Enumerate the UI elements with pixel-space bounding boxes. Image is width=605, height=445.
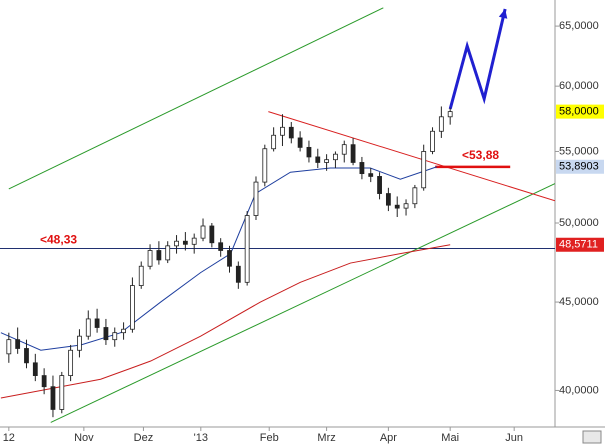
price-tag-label: 58,0000 — [559, 106, 599, 118]
candle-body — [59, 375, 65, 410]
x-tick-label: Dez — [134, 432, 154, 444]
candle-body — [280, 126, 285, 136]
candle-body — [103, 327, 109, 341]
candle-body — [147, 250, 153, 267]
candle-body — [209, 225, 215, 244]
candle-body — [306, 146, 312, 158]
candle-body — [15, 339, 21, 349]
trend-line — [268, 111, 555, 202]
price-tag — [556, 104, 604, 119]
candle-body — [235, 265, 241, 283]
price-tag — [556, 159, 604, 174]
level-label: <53,88 — [462, 148, 499, 162]
candle-body — [24, 348, 29, 364]
x-tick-label: Mai — [441, 432, 459, 444]
candle-body — [412, 187, 418, 205]
arrow-head — [498, 8, 508, 19]
candle-body — [94, 318, 100, 328]
x-tick-label: 12 — [3, 432, 15, 444]
x-tick-label: '13 — [194, 432, 208, 444]
candle-body — [359, 162, 365, 175]
candle-body — [430, 130, 435, 152]
x-tick-label: Jun — [505, 432, 523, 444]
y-tick-label: 50,0000 — [559, 217, 599, 229]
candle-body — [165, 245, 171, 261]
candle-body — [41, 375, 47, 388]
candle-body — [315, 156, 321, 163]
candle-body — [447, 111, 453, 118]
candle-body — [385, 193, 391, 206]
candle-body — [227, 250, 232, 267]
candle-body — [32, 362, 38, 376]
y-tick-label: 65,0000 — [559, 20, 599, 32]
price-tag — [556, 237, 604, 252]
candle-body — [377, 176, 382, 194]
candle-body — [421, 151, 427, 189]
candle-body — [368, 173, 374, 177]
trend-line — [50, 183, 555, 423]
y-tick-label: 40,0000 — [559, 384, 599, 396]
y-tick-label: 45,0000 — [559, 296, 599, 308]
candle-body — [68, 349, 74, 376]
level-label: <48,33 — [40, 233, 77, 247]
candle-body — [333, 153, 338, 161]
price-tag-label: 53,8903 — [559, 161, 599, 173]
candle-body — [438, 116, 444, 132]
candle-body — [138, 265, 144, 286]
candle-body — [182, 240, 188, 245]
candle-body — [77, 335, 82, 351]
trend-line — [448, 8, 507, 110]
x-tick-label: Mrz — [317, 432, 335, 444]
x-tick-label: Apr — [380, 432, 397, 444]
y-tick-label: 60,0000 — [559, 80, 599, 92]
y-tick-label: 55,0000 — [559, 145, 599, 157]
candle-body — [112, 332, 118, 341]
candle-body — [244, 215, 250, 283]
candle-body — [156, 250, 162, 261]
candle-body — [191, 237, 197, 245]
candle-body — [50, 386, 56, 410]
candle-body — [253, 181, 259, 216]
price-tag-label: 48,5711 — [559, 239, 598, 251]
candle-body — [262, 148, 268, 183]
corner-icon[interactable] — [582, 430, 602, 444]
candle-body — [174, 240, 179, 247]
candle-body — [403, 203, 409, 209]
candle-body — [350, 144, 356, 163]
candle-body — [297, 137, 303, 148]
candle-body — [85, 318, 91, 337]
candle-body — [324, 159, 330, 163]
candle-body — [130, 285, 135, 330]
candle-body — [288, 126, 294, 139]
candle-body — [121, 328, 126, 334]
x-tick-label: Nov — [74, 432, 94, 444]
candle-body — [394, 204, 400, 209]
candle-body — [6, 339, 12, 355]
candle-body — [341, 144, 347, 155]
x-tick-label: Feb — [260, 432, 279, 444]
moving-average — [0, 244, 451, 399]
trend-line — [8, 7, 384, 190]
candle-body — [271, 134, 277, 150]
candle-body — [218, 242, 224, 251]
candle-body — [200, 225, 206, 239]
